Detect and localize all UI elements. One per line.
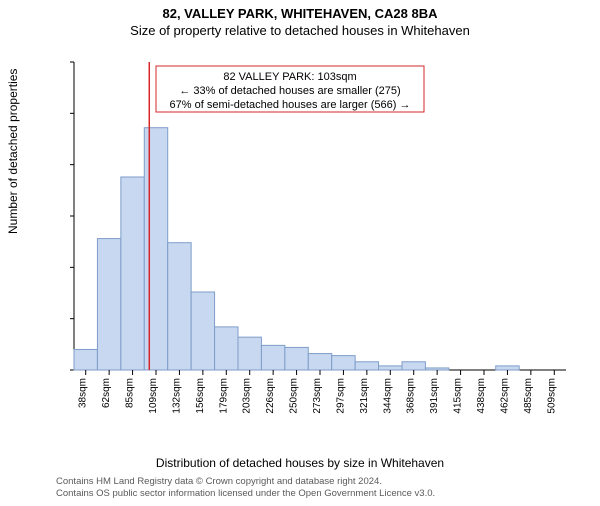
histogram-svg: 05010015020025030038sqm62sqm85sqm109sqm1… — [70, 54, 570, 414]
chart-subtitle: Size of property relative to detached ho… — [0, 23, 600, 38]
svg-text:156sqm: 156sqm — [195, 378, 206, 414]
svg-text:297sqm: 297sqm — [335, 378, 346, 414]
svg-text:62sqm: 62sqm — [101, 378, 112, 408]
svg-text:438sqm: 438sqm — [476, 378, 487, 414]
svg-text:462sqm: 462sqm — [499, 378, 510, 414]
x-axis-label: Distribution of detached houses by size … — [0, 456, 600, 470]
svg-text:344sqm: 344sqm — [382, 378, 393, 414]
footer-line-2: Contains OS public sector information li… — [56, 488, 435, 499]
svg-text:273sqm: 273sqm — [312, 378, 323, 414]
svg-text:368sqm: 368sqm — [406, 378, 417, 414]
svg-text:203sqm: 203sqm — [242, 378, 253, 414]
footer-line-1: Contains HM Land Registry data © Crown c… — [56, 476, 382, 487]
svg-text:38sqm: 38sqm — [78, 378, 89, 408]
footer-note: Contains HM Land Registry data © Crown c… — [56, 476, 435, 500]
svg-text:391sqm: 391sqm — [429, 378, 440, 414]
svg-text:321sqm: 321sqm — [359, 378, 370, 414]
chart-container: 82, VALLEY PARK, WHITEHAVEN, CA28 8BA Si… — [0, 6, 600, 506]
svg-text:509sqm: 509sqm — [546, 378, 557, 414]
svg-text:415sqm: 415sqm — [453, 378, 464, 414]
plot-area: 05010015020025030038sqm62sqm85sqm109sqm1… — [70, 54, 570, 414]
svg-text:67% of semi-detached houses ar: 67% of semi-detached houses are larger (… — [170, 99, 411, 111]
y-axis-label: Number of detached properties — [6, 69, 20, 234]
svg-text:82 VALLEY PARK: 103sqm: 82 VALLEY PARK: 103sqm — [223, 71, 356, 83]
chart-supertitle: 82, VALLEY PARK, WHITEHAVEN, CA28 8BA — [0, 6, 600, 21]
svg-text:85sqm: 85sqm — [125, 378, 136, 408]
svg-text:485sqm: 485sqm — [523, 378, 534, 414]
svg-text:250sqm: 250sqm — [289, 378, 300, 414]
svg-text:← 33% of detached houses are s: ← 33% of detached houses are smaller (27… — [179, 85, 400, 97]
svg-text:226sqm: 226sqm — [265, 378, 276, 414]
svg-text:132sqm: 132sqm — [171, 378, 182, 414]
svg-text:109sqm: 109sqm — [148, 378, 159, 414]
svg-text:179sqm: 179sqm — [218, 378, 229, 414]
